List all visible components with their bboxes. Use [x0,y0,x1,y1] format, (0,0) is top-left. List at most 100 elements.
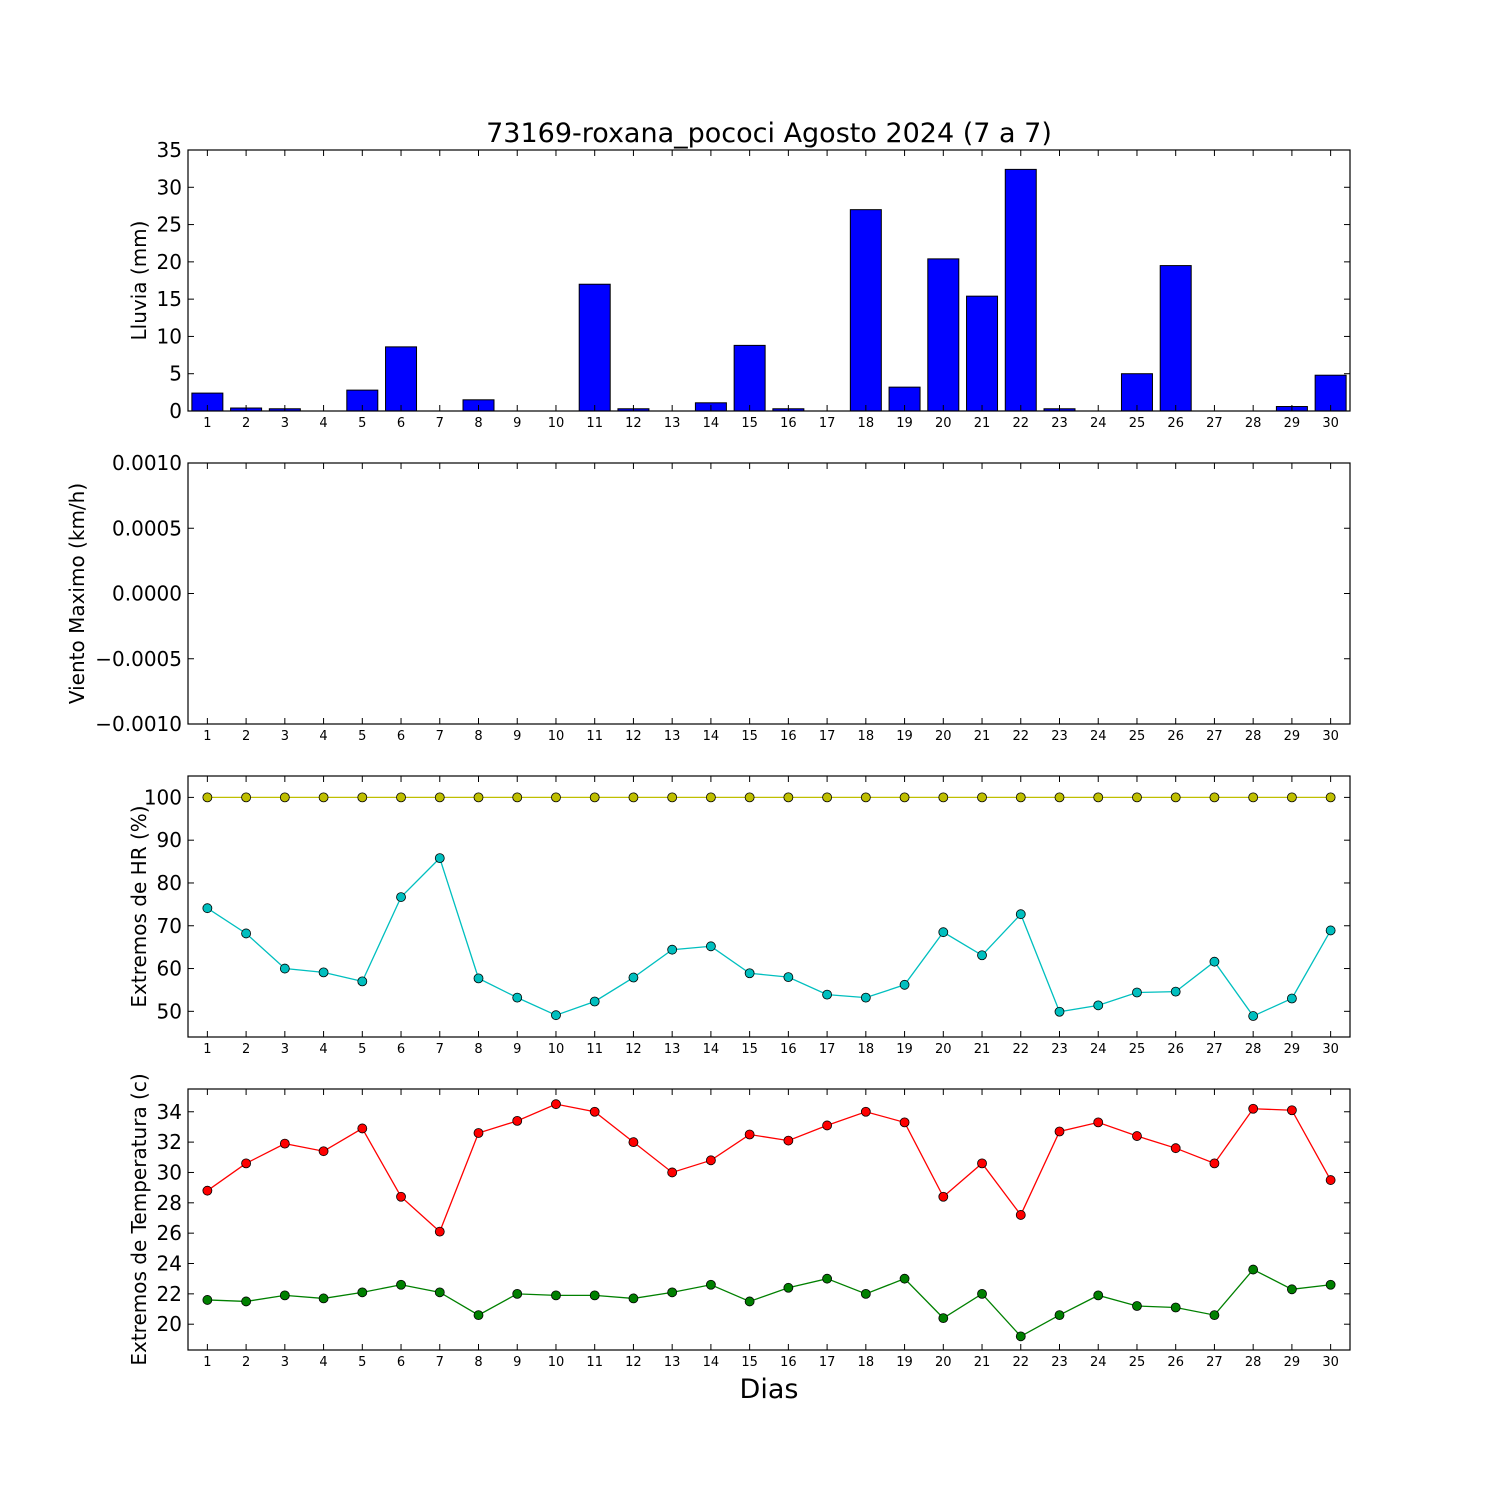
series-point [628,1137,639,1148]
series-point [860,1106,871,1117]
series-point [667,1287,678,1298]
series-point [744,792,755,803]
series-point [1325,1279,1336,1290]
x-tick-label: 8 [474,729,482,744]
rain-bar [927,258,960,412]
series-point [512,992,523,1003]
x-tick-label: 7 [436,416,444,431]
y-tick-label: 25 [157,213,182,237]
series-point [551,1099,561,1110]
x-tick-label: 18 [858,1042,875,1057]
series-point [1287,993,1297,1004]
series-point [473,1128,484,1138]
series-point [783,1282,794,1293]
x-tick-label: 25 [1129,729,1146,744]
x-tick-label: 22 [1012,729,1029,744]
y-tick-label: 20 [157,250,182,274]
series-point [706,1155,716,1166]
x-tick-label: 17 [819,1355,836,1370]
y-tick-label: 0.0005 [112,516,182,540]
series-point [473,973,484,984]
x-tick-label: 21 [974,1355,991,1370]
x-tick-label: 27 [1206,1042,1223,1057]
x-tick-label: 27 [1206,729,1223,744]
x-tick-label: 18 [858,1355,875,1370]
x-tick-label: 28 [1245,1355,1262,1370]
x-tick-label: 27 [1206,1355,1223,1370]
series-line [206,1103,1332,1233]
x-tick-label: 5 [358,416,366,431]
x-tick-label: 3 [281,1355,289,1370]
x-tick-label: 30 [1322,1042,1339,1057]
series-point [667,944,678,955]
x-tick-label: 15 [741,1355,758,1370]
x-tick-label: 6 [397,1042,405,1057]
x-tick-label: 22 [1012,1042,1029,1057]
series-point [202,903,213,914]
series-point [396,892,406,902]
y-tick-label: 24 [157,1252,182,1276]
series-point [744,1129,755,1140]
series-point [589,792,600,803]
series-point [822,792,832,803]
x-tick-label: 15 [741,1042,758,1057]
x-tick-label: 1 [203,416,211,431]
series-point [860,1288,871,1299]
y-axis-label: Lluvia (mm) [127,221,151,341]
series-point [202,792,213,803]
series-point [744,968,755,979]
y-tick-label: 20 [157,1312,182,1336]
series-point [1287,1105,1297,1116]
x-tick-label: 25 [1129,1042,1146,1057]
x-tick-label: 23 [1051,1042,1068,1057]
x-tick-label: 8 [474,1042,482,1057]
series-point [202,1185,213,1196]
x-tick-label: 8 [474,416,482,431]
x-axis-label: Dias [740,1374,799,1405]
x-tick-label: 15 [741,416,758,431]
series-point [783,1135,794,1146]
x-tick-label: 16 [780,1355,797,1370]
series-point [473,1310,484,1320]
axes-frame [187,462,1351,725]
x-tick-label: 13 [664,729,681,744]
series-point [899,792,910,803]
series-point [1170,986,1181,997]
series-point [977,792,987,803]
series-point [357,976,368,987]
series-point [241,1296,252,1307]
series-line [207,856,1332,1017]
series-point [279,963,290,974]
y-tick-label: 0 [169,399,182,423]
series-point [860,992,871,1003]
series-point [1132,1301,1142,1311]
series-point [783,792,794,803]
x-tick-label: 2 [242,416,250,431]
series-point [357,1287,368,1298]
x-tick-label: 14 [703,1355,720,1370]
x-tick-label: 4 [319,729,327,744]
y-tick-label: 60 [157,957,182,981]
x-tick-label: 4 [319,1355,327,1370]
x-tick-label: 9 [513,1355,521,1370]
y-tick-label: 0.0010 [112,451,182,475]
series-point [667,792,678,803]
y-tick-label: 0.0000 [112,582,182,606]
series-point [318,1146,329,1157]
y-axis-label: Viento Maximo (km/h) [65,483,89,704]
x-tick-label: 21 [974,729,991,744]
series-point [1170,1302,1181,1313]
x-tick-label: 12 [625,729,642,744]
x-tick-label: 14 [703,729,720,744]
x-tick-label: 19 [896,1355,913,1370]
figure-title: 73169-roxana_pococi Agosto 2024 (7 a 7) [486,118,1052,149]
y-tick-label: −0.0010 [95,712,182,736]
series-point [1248,1264,1259,1275]
series-point [589,1106,600,1117]
x-tick-label: 23 [1051,416,1068,431]
x-tick-label: 2 [242,1355,250,1370]
y-tick-label: 5 [169,362,182,386]
series-point [1093,1117,1104,1128]
x-tick-label: 29 [1284,729,1301,744]
